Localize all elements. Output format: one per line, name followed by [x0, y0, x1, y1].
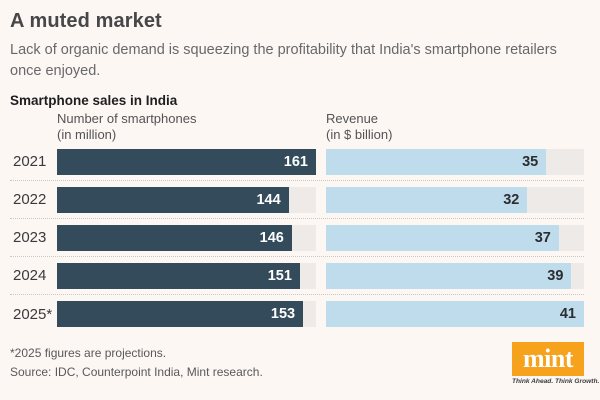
mint-tagline: Think Ahead. Think Growth.	[512, 378, 600, 385]
revenue-bar: 35	[326, 148, 547, 175]
year-label: 2022	[13, 191, 47, 208]
revenue-value-label: 41	[559, 306, 576, 322]
smartphones-value-label: 146	[259, 229, 284, 246]
smartphones-bar: 161	[57, 148, 316, 175]
footnote: *2025 figures are projections.	[10, 346, 167, 360]
smartphones-bar: 144	[57, 186, 289, 213]
smartphones-bar: 151	[57, 262, 300, 289]
year-label: 2023	[13, 229, 47, 246]
smartphones-bar-track: 146	[57, 224, 316, 251]
chart-row: 2024 151 39	[10, 257, 584, 295]
chart-row: 2021 161 35	[10, 143, 584, 181]
revenue-column-header: Revenue (in $ billion)	[326, 111, 584, 143]
revenue-value-label: 39	[547, 267, 564, 284]
smartphones-value-label: 151	[267, 267, 292, 284]
smartphones-bar: 153	[57, 301, 304, 327]
smartphones-series-unit: (in million)	[57, 127, 117, 142]
revenue-bar-track: 32	[326, 186, 584, 213]
revenue-value-label: 32	[503, 191, 520, 208]
smartphones-value-label: 161	[283, 153, 308, 170]
smartphones-bar-track: 144	[57, 186, 316, 213]
source: Source: IDC, Counterpoint India, Mint re…	[10, 365, 263, 379]
smartphones-bar-track: 161	[57, 148, 316, 175]
smartphones-bar: 146	[57, 224, 292, 251]
revenue-bar: 32	[326, 186, 528, 213]
notes: *2025 figures are projections. Source: I…	[10, 342, 263, 382]
smartphones-bar-track: 151	[57, 262, 316, 289]
chart-rows: 2021 161 35 2022 144 32 2023 146 37 2024 151 39 2025…	[10, 143, 584, 333]
revenue-value-label: 37	[534, 229, 551, 246]
column-headers: Number of smartphones (in million) Reven…	[10, 111, 584, 143]
revenue-bar: 39	[326, 262, 572, 289]
year-label: 2021	[13, 153, 47, 170]
revenue-bar-track: 37	[326, 224, 584, 251]
mint-brand-logo: mint Think Ahead. Think Growth.	[512, 342, 600, 385]
revenue-bar-track: 35	[326, 148, 584, 175]
smartphones-value-label: 153	[270, 306, 296, 322]
smartphones-column-header: Number of smartphones (in million)	[57, 111, 316, 143]
chart-row: 2025* 153 41	[10, 295, 584, 333]
revenue-bar-track: 39	[326, 262, 584, 289]
year-label: 2024	[13, 267, 47, 284]
year-label: 2025*	[13, 305, 53, 323]
chart-row: 2022 144 32	[10, 181, 584, 219]
revenue-series-unit: (in $ billion)	[326, 127, 393, 142]
revenue-value-label: 35	[522, 153, 539, 170]
revenue-bar: 41	[326, 301, 584, 327]
revenue-bar-track: 41	[326, 301, 584, 327]
mint-logo-text: mint	[523, 344, 574, 373]
revenue-bar: 37	[326, 224, 559, 251]
chart-row: 2023 146 37	[10, 219, 584, 257]
smartphones-bar-track: 153	[57, 301, 316, 327]
revenue-series-name: Revenue	[326, 111, 379, 126]
smartphones-value-label: 144	[256, 191, 281, 208]
smartphones-series-name: Number of smartphones	[57, 111, 197, 126]
chart-footer: *2025 figures are projections. Source: I…	[10, 342, 600, 385]
mint-logo-box: mint	[512, 342, 584, 376]
subtitle: Lack of organic demand is squeezing the …	[10, 42, 557, 79]
page-title: A muted market	[10, 10, 162, 32]
section-title: Smartphone sales in India	[10, 93, 178, 108]
